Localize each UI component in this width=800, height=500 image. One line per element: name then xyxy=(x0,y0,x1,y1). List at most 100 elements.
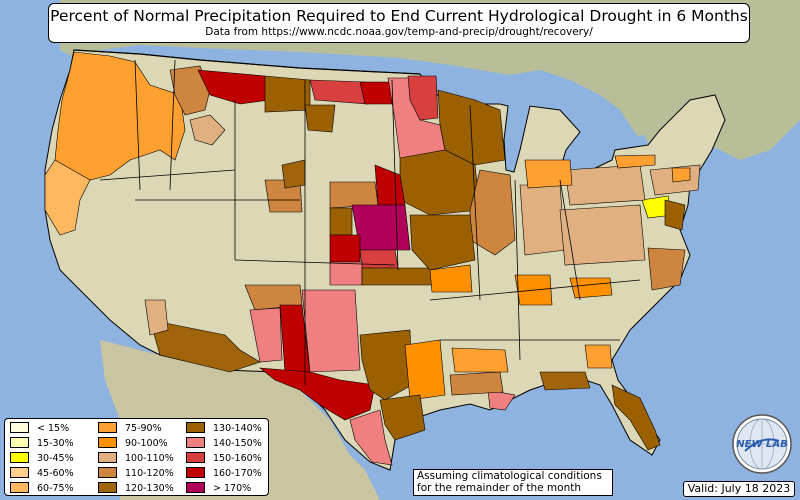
legend-label: 130-140% xyxy=(213,423,262,434)
region-oh-tan xyxy=(519,184,566,256)
legend-swatch xyxy=(10,467,29,478)
legend-label: 45-60% xyxy=(37,468,74,479)
region-az-pink xyxy=(249,307,283,363)
legend-swatch xyxy=(98,437,117,448)
legend-swatch xyxy=(98,422,117,433)
legend-label: 150-160% xyxy=(213,453,262,464)
map-subtitle: Data from https://www.ncdc.noaa.gov/temp… xyxy=(205,26,593,38)
legend-label: 160-170% xyxy=(213,468,262,479)
legend-swatch xyxy=(186,422,205,433)
assumption-note: Assuming climatological conditions for t… xyxy=(413,469,613,496)
legend-swatch xyxy=(186,467,205,478)
region-louisiana-pink xyxy=(487,389,516,411)
legend-item: 120-130% xyxy=(98,482,174,495)
title-box: Percent of Normal Precipitation Required… xyxy=(48,3,750,43)
region-ar-orange xyxy=(429,264,473,293)
legend-label: 120-130% xyxy=(125,483,174,494)
region-pa-tan xyxy=(564,164,646,206)
region-va-dark xyxy=(664,199,686,231)
region-ok-dark xyxy=(361,267,433,286)
region-montana-brown xyxy=(169,65,211,116)
legend-swatch xyxy=(186,482,205,493)
region-ga-brown xyxy=(539,371,591,391)
legend-item: 110-120% xyxy=(98,467,174,480)
legend-label: 30-45% xyxy=(37,453,74,464)
legend-label: 140-150% xyxy=(213,438,262,449)
legend-label: 15-30% xyxy=(37,438,74,449)
legend-swatch xyxy=(98,482,117,493)
legend-swatch xyxy=(10,422,29,433)
region-ks-dark xyxy=(329,207,353,236)
region-sw-brown xyxy=(149,319,261,373)
legend-swatch xyxy=(98,452,117,463)
legend-item: 60-75% xyxy=(10,482,74,495)
region-tx-orange xyxy=(404,339,446,401)
legend-swatch xyxy=(10,452,29,463)
legend-item: 130-140% xyxy=(186,422,262,435)
region-ms-orange xyxy=(451,347,509,373)
region-oregon-coast xyxy=(44,159,91,236)
legend-item: > 170% xyxy=(186,482,252,495)
state-borders xyxy=(99,59,641,385)
legend-item: 160-170% xyxy=(186,467,262,480)
region-nd-red xyxy=(309,79,369,105)
region-ky-tan xyxy=(559,204,646,266)
region-co-brown xyxy=(281,159,306,189)
region-ks-magenta xyxy=(351,204,411,251)
legend-item: 15-30% xyxy=(10,437,74,450)
region-nd-darkred xyxy=(359,81,393,105)
region-nc-coast xyxy=(647,247,686,291)
legend-label: 100-110% xyxy=(125,453,174,464)
legend-item: 150-160% xyxy=(186,452,262,465)
region-nc-orange xyxy=(569,277,613,299)
legend: < 15% 15-30% 30-45% 45-60% 60-75% 75-90%… xyxy=(4,418,269,496)
region-tx-darkred xyxy=(259,367,376,421)
region-tx-gulf-brown xyxy=(379,394,426,441)
legend-label: > 170% xyxy=(213,483,252,494)
legend-label: 110-120% xyxy=(125,468,174,479)
legend-label: 60-75% xyxy=(37,483,74,494)
note-line-2: for the remainder of the month xyxy=(417,482,582,494)
legend-label: 90-100% xyxy=(125,438,168,449)
region-la-brown xyxy=(449,371,504,396)
region-idaho-tan xyxy=(189,114,226,146)
legend-item: < 15% xyxy=(10,422,70,435)
valid-date: Valid: July 18 2023 xyxy=(683,481,795,497)
legend-item: 75-90% xyxy=(98,422,162,435)
region-mo-dark xyxy=(409,214,476,271)
region-fl-dark xyxy=(611,384,661,451)
region-ok-pink xyxy=(329,261,363,286)
legend-item: 30-45% xyxy=(10,452,74,465)
region-ca-tan xyxy=(144,299,169,336)
region-il-brown xyxy=(469,169,516,256)
legend-item: 100-110% xyxy=(98,452,174,465)
region-ct-orange xyxy=(671,167,691,183)
region-nm-pink xyxy=(301,289,361,373)
legend-swatch xyxy=(10,482,29,493)
note-line-1: Assuming climatological conditions xyxy=(417,470,602,482)
region-montana-dark xyxy=(264,75,311,113)
region-ok-red xyxy=(329,234,361,263)
region-nd-dark xyxy=(304,104,336,133)
region-tx-south-pink xyxy=(349,409,393,466)
region-ne-brown xyxy=(329,181,379,209)
legend-label: < 15% xyxy=(37,423,70,434)
legend-item: 140-150% xyxy=(186,437,262,450)
region-ny-orange xyxy=(614,154,656,169)
legend-item: 45-60% xyxy=(10,467,74,480)
map-title: Percent of Normal Precipitation Required… xyxy=(50,7,748,25)
legend-swatch xyxy=(186,437,205,448)
legend-swatch xyxy=(186,452,205,463)
region-montana-red xyxy=(197,69,271,105)
region-mn-red xyxy=(407,75,439,121)
globe-logo-icon: NEW LAB xyxy=(732,414,792,474)
legend-swatch xyxy=(10,437,29,448)
legend-label: 75-90% xyxy=(125,423,162,434)
us-canada-border xyxy=(73,49,421,75)
region-mi-orange xyxy=(524,159,573,189)
region-pnw xyxy=(54,51,186,181)
legend-item: 90-100% xyxy=(98,437,168,450)
region-sc-orange xyxy=(584,344,613,369)
legend-swatch xyxy=(98,467,117,478)
